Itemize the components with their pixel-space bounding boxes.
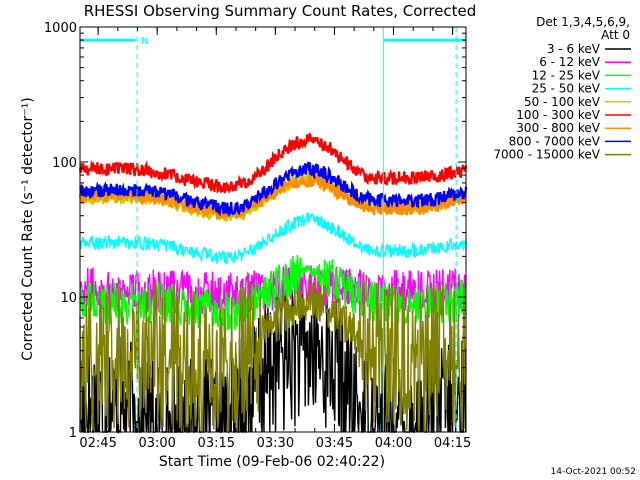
x-tick-label: 03:45 <box>316 436 353 451</box>
plot-frame <box>79 26 467 433</box>
legend-label-6: 300 - 800 keV <box>516 121 600 135</box>
x-tick-label: 03:00 <box>138 436 175 451</box>
legend-label-1: 6 - 12 keV <box>539 55 601 69</box>
x-tick-label: 04:00 <box>375 436 412 451</box>
y-axis: 1 10 100 1000 <box>44 21 466 441</box>
y-tick-label: 1000 <box>44 21 77 36</box>
x-tick-label: 03:15 <box>198 436 235 451</box>
y-tick-label: 10 <box>60 291 77 306</box>
chart-title: RHESSI Observing Summary Count Rates, Co… <box>84 2 477 20</box>
footer-timestamp: 14-Oct-2021 00:52 <box>551 467 636 477</box>
overlay-marker-2: N <box>141 36 148 47</box>
overlay-layer: N <box>80 27 466 432</box>
series-line-2 <box>79 255 467 332</box>
legend-label-3: 25 - 50 keV <box>532 82 601 96</box>
legend-label-8: 7000 - 15000 keV <box>493 148 600 162</box>
legend-header-line1: Det 1,3,4,5,6,9, <box>536 15 630 29</box>
series-line-5 <box>78 132 468 195</box>
y-axis-label: Corrected Count Rate (s⁻¹ detector⁻¹) <box>20 97 36 360</box>
legend-label-0: 3 - 6 keV <box>547 42 601 56</box>
x-tick-label: 02:45 <box>79 436 116 451</box>
series-line-7 <box>79 161 468 218</box>
legend-label-7: 800 - 7000 keV <box>509 134 601 148</box>
x-tick-label: 03:30 <box>257 436 294 451</box>
series-layer <box>78 132 468 435</box>
series-line-3 <box>79 212 467 265</box>
legend-header-line2: Att 0 <box>601 28 630 42</box>
x-tick-label: 04:15 <box>434 436 471 451</box>
y-tick-label: 100 <box>52 156 77 171</box>
legend-label-2: 12 - 25 keV <box>532 68 601 82</box>
x-axis: 02:45 03:00 03:15 03:30 03:45 04:00 04:15 <box>79 27 471 451</box>
y-tick-label: 1 <box>69 426 77 441</box>
legend-label-5: 100 - 300 keV <box>516 108 600 122</box>
x-axis-label: Start Time (09-Feb-06 02:40:22) <box>159 454 385 470</box>
series-line-8 <box>79 272 467 435</box>
legend-label-4: 50 - 100 keV <box>524 95 601 109</box>
